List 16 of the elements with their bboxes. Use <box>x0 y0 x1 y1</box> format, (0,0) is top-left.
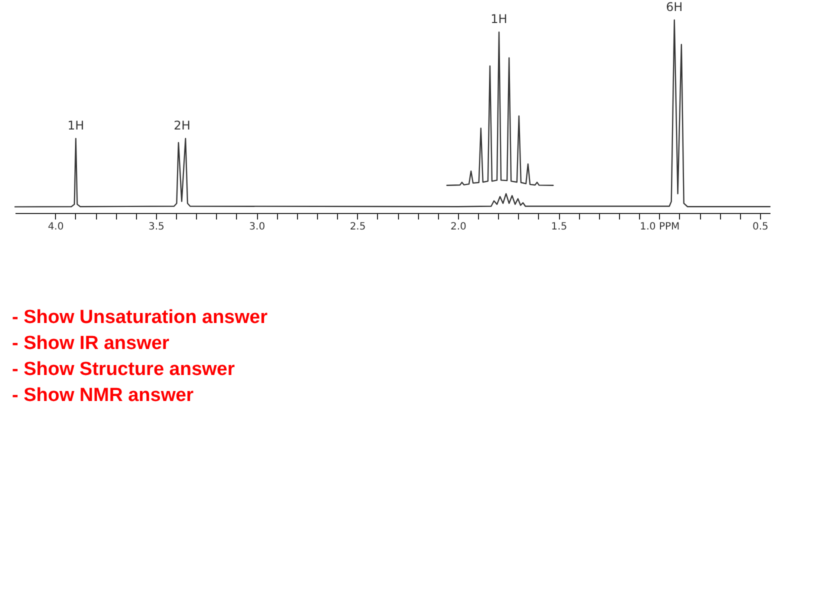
annotation: 2H <box>174 118 190 132</box>
x-tick-label: 2.0 <box>450 222 466 232</box>
annotation: 1H <box>67 118 84 132</box>
x-tick-label: 2.5 <box>350 222 366 232</box>
x-tick-label: 0.5 <box>752 222 768 232</box>
text: - Show Structure answer <box>12 359 236 380</box>
text: - Show IR answer <box>12 333 170 354</box>
x-tick-label: 1.0 PPM <box>640 222 680 232</box>
annotation: 6H <box>666 0 683 14</box>
annotation: 1H <box>490 12 508 26</box>
x-tick-label: 1.5 <box>551 222 568 232</box>
text: - Show NMR answer <box>12 385 194 406</box>
x-tick-label: 3.5 <box>148 222 164 232</box>
text: - Show Unsaturation answer <box>12 307 268 328</box>
x-tick-label: 4.0 <box>48 222 64 232</box>
x-tick-label: 3.0 <box>249 222 266 232</box>
